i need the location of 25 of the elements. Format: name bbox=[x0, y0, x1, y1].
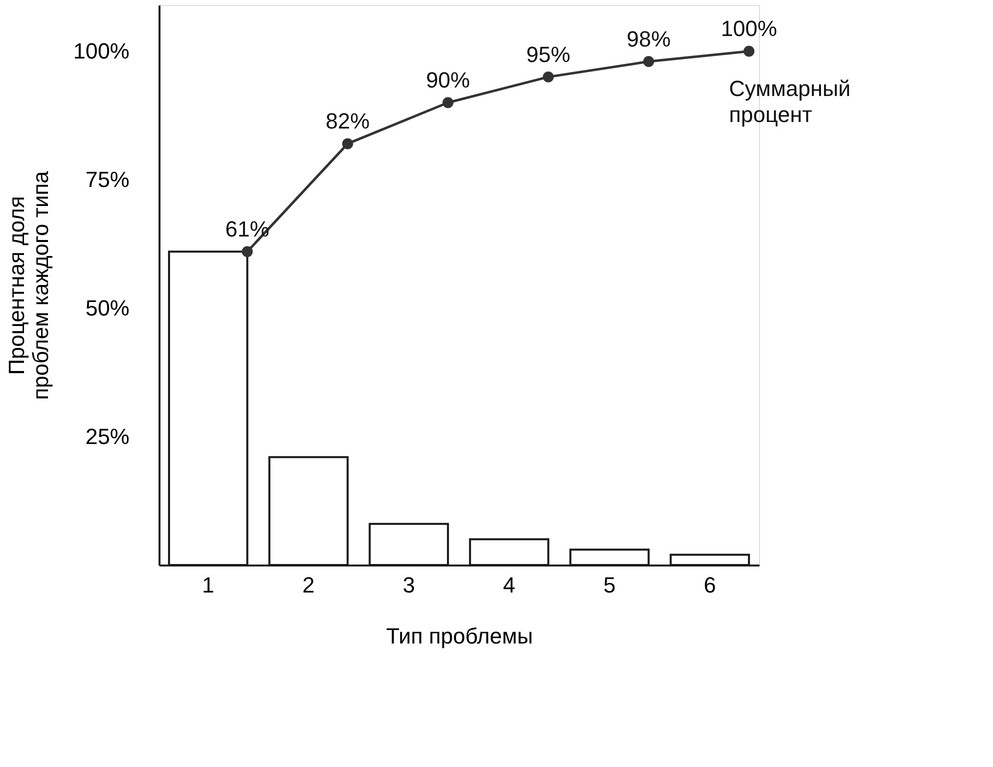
data-label: 100% bbox=[720, 16, 778, 42]
point bbox=[542, 71, 554, 82]
data-label: 82% bbox=[326, 108, 370, 134]
x-tick-label: 4 bbox=[503, 572, 516, 598]
series-label: Суммарный процент bbox=[728, 76, 851, 128]
y-tick-label: 50% bbox=[85, 296, 130, 321]
x-tick-label: 1 bbox=[202, 572, 214, 598]
data-label: 61% bbox=[225, 216, 270, 242]
point bbox=[743, 46, 754, 57]
point bbox=[442, 97, 454, 108]
y-axis-title: Процентная доля проблем каждого типа bbox=[4, 170, 54, 400]
y-tick-label: 100% bbox=[73, 38, 130, 64]
x-tick-label: 5 bbox=[603, 572, 616, 598]
x-tick-label: 6 bbox=[704, 572, 716, 598]
x-tick-label: 3 bbox=[402, 572, 415, 598]
data-label: 98% bbox=[626, 26, 671, 52]
data-label: 90% bbox=[426, 68, 470, 93]
point bbox=[643, 56, 654, 67]
y-tick-label: 75% bbox=[85, 167, 130, 192]
y-tick-label: 25% bbox=[85, 424, 130, 450]
data-label: 95% bbox=[526, 42, 570, 67]
point bbox=[242, 246, 253, 258]
x-tick-label: 2 bbox=[302, 572, 315, 598]
point bbox=[342, 138, 354, 150]
x-axis-title: Тип проблемы bbox=[386, 624, 533, 648]
